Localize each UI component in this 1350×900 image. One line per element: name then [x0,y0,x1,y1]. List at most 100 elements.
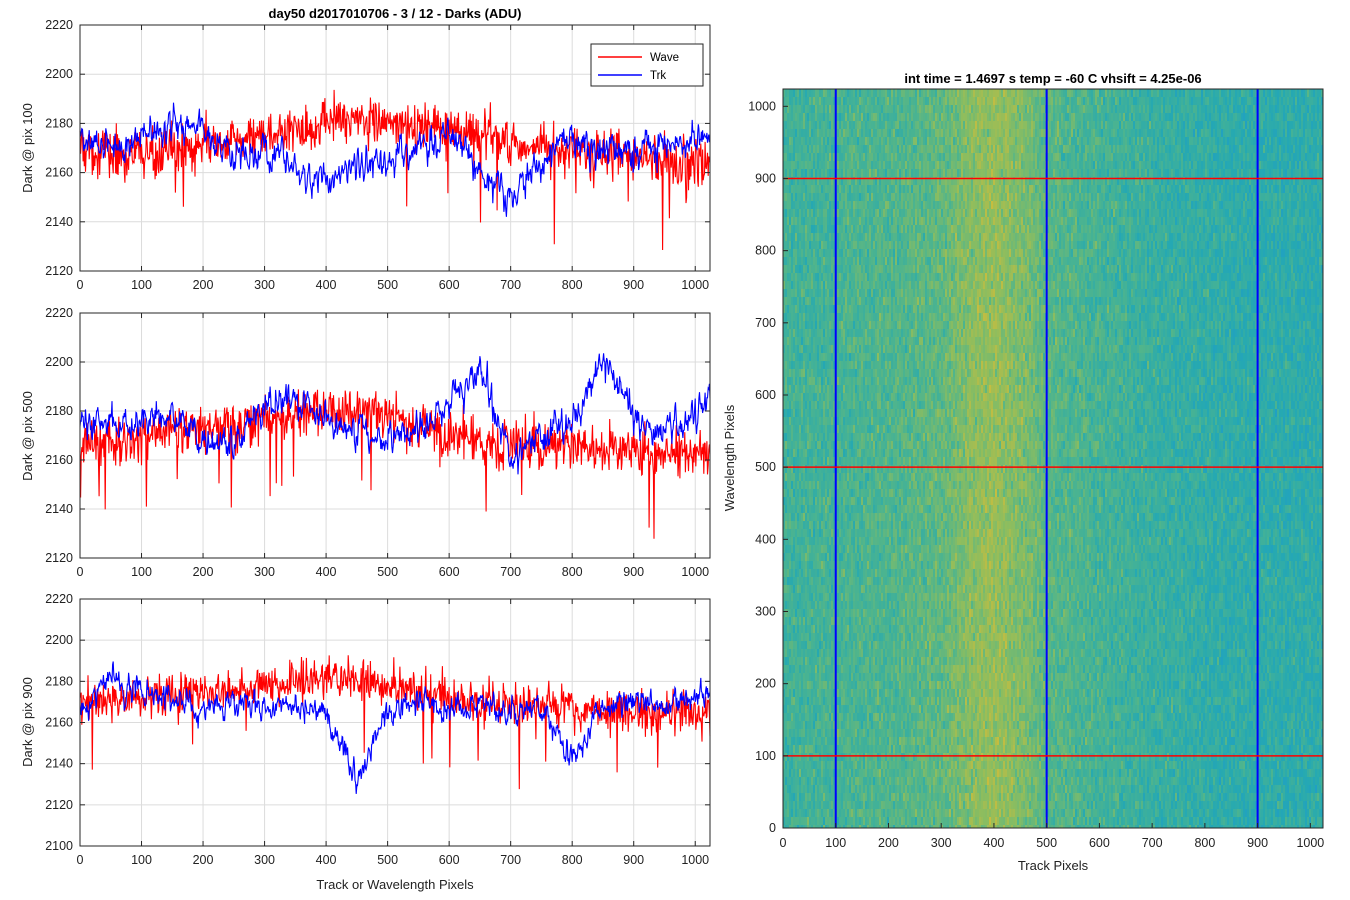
heatmap-cell [811,617,814,626]
heatmap-cell [833,825,836,828]
heatmap-cell [875,481,878,490]
heatmap-cell [787,529,790,538]
heatmap-cell [867,289,870,298]
heatmap-cell [807,529,810,538]
heatmap-cell [883,353,886,362]
heatmap-cell [847,673,850,682]
heatmap-cell [855,281,858,290]
heatmap-cell [811,593,814,602]
heatmap-cell [861,121,864,130]
heatmap-cell [853,417,856,426]
heatmap-cell [821,673,824,682]
heatmap-cell [785,89,788,98]
heatmap-cell [851,441,854,450]
heatmap-cell [791,113,794,122]
heatmap-cell [883,721,886,730]
heatmap-cell [843,121,846,130]
heatmap-cell [859,345,862,354]
heatmap-cell [855,177,858,186]
heatmap-cell [845,329,848,338]
y-tick-label: 2220 [45,18,73,32]
heatmap-cell [871,169,874,178]
heatmap-cell [833,265,836,274]
heatmap-cell [787,137,790,146]
heatmap-cell [843,561,846,570]
heatmap-cell [869,769,872,778]
heatmap-cell [871,713,874,722]
heatmap-cell [863,113,866,122]
heatmap-cell [833,145,836,154]
heatmap-cell [839,809,842,818]
heatmap-cell [833,289,836,298]
heatmap-cell [827,305,830,314]
heatmap-cell [847,721,850,730]
heatmap-cell [807,601,810,610]
heatmap-cell [877,633,880,642]
heatmap-cell [867,569,870,578]
heatmap-cell [871,233,874,242]
heatmap-cell [883,177,886,186]
heatmap-cell [803,481,806,490]
heatmap-cell [865,249,868,258]
heatmap-cell [791,705,794,714]
heatmap-cell [827,817,830,826]
heatmap-cell [805,697,808,706]
heatmap-cell [783,697,786,706]
heatmap-cell [813,617,816,626]
heatmap-cell [833,89,836,98]
heatmap-cell [849,529,852,538]
heatmap-cell [817,673,820,682]
heatmap-cell [841,113,844,122]
heatmap-cell [805,705,808,714]
heatmap-cell [809,329,812,338]
heatmap-cell [821,265,824,274]
heatmap-cell [785,601,788,610]
heatmap-cell [849,393,852,402]
heatmap-cell [841,457,844,466]
heatmap-cell [813,465,816,474]
heatmap-cell [805,161,808,170]
heatmap-cell [855,585,858,594]
heatmap-cell [823,529,826,538]
heatmap-cell [845,521,848,530]
heatmap-cell [869,369,872,378]
heatmap-cell [803,169,806,178]
heatmap-cell [849,321,852,330]
heatmap-cell [853,633,856,642]
heatmap-cell [861,225,864,234]
heatmap-cell [879,737,882,746]
heatmap-cell [871,89,874,98]
heatmap-cell [807,401,810,410]
heatmap-cell [787,177,790,186]
heatmap-cell [791,825,794,828]
heatmap-cell [795,225,798,234]
heatmap-cell [787,753,790,762]
heatmap-cell [793,633,796,642]
heatmap-cell [847,393,850,402]
heatmap-cell [783,313,786,322]
heatmap-cell [865,649,868,658]
heatmap-cell [853,745,856,754]
heatmap-cell [811,177,814,186]
heatmap-cell [841,545,844,554]
heatmap-cell [821,489,824,498]
heatmap-cell [873,521,876,530]
heatmap-cell [859,193,862,202]
heatmap-cell [841,785,844,794]
heatmap-cell [873,577,876,586]
heatmap-cell [823,137,826,146]
heatmap-cell [809,185,812,194]
heatmap-cell [805,425,808,434]
heatmap-cell [807,473,810,482]
heatmap-cell [789,337,792,346]
heatmap-cell [807,137,810,146]
heatmap-cell [817,513,820,522]
heatmap-cell [821,585,824,594]
heatmap-cell [819,281,822,290]
heatmap-cell [855,633,858,642]
heatmap-cell [845,545,848,554]
heatmap-cell [871,345,874,354]
heatmap-cell [851,641,854,650]
heatmap-cell [885,121,888,130]
heatmap-cell [875,537,878,546]
